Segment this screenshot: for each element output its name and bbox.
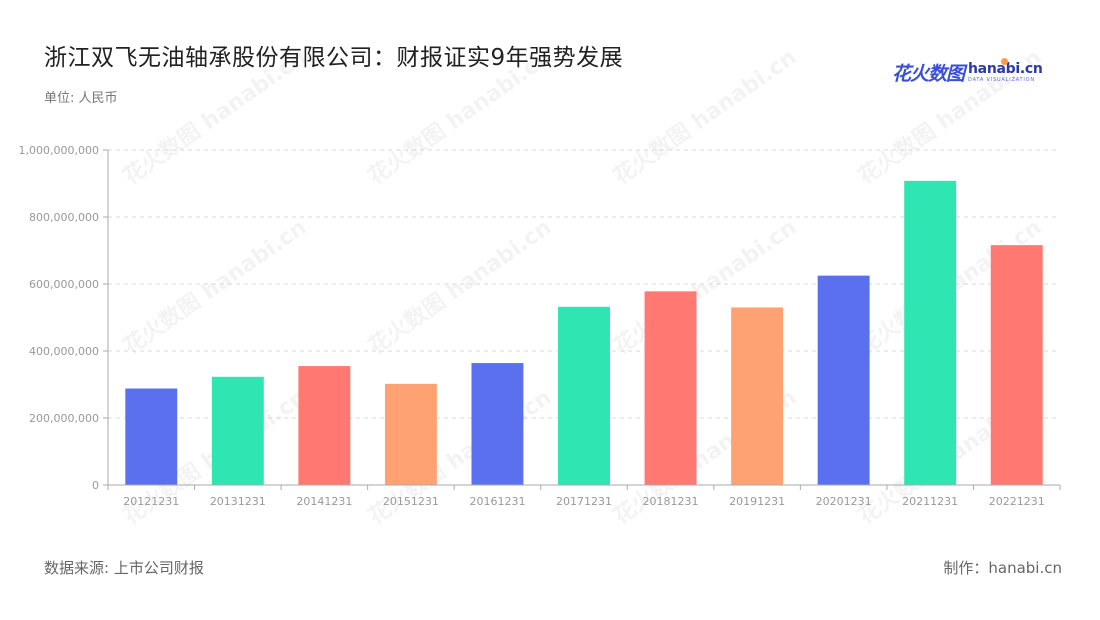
bar-20131231 — [211, 376, 264, 485]
logo-cn-text: 花火数图 — [892, 62, 965, 85]
bar-20181231 — [644, 291, 697, 485]
bar-20121231 — [125, 388, 178, 485]
logo-en-text: hanabi.cn — [968, 60, 1043, 77]
watermark-text: 花火数图 hanabi.cn — [854, 44, 1047, 190]
y-tick-label: 1,000,000,000 — [19, 144, 99, 157]
bar-20171231 — [558, 306, 610, 485]
bar-20151231 — [384, 383, 437, 485]
x-tick-label: 20131231 — [210, 495, 266, 508]
x-tick-label: 20221231 — [989, 495, 1045, 508]
y-tick-label: 600,000,000 — [29, 278, 99, 291]
x-tick-label: 20181231 — [643, 495, 699, 508]
x-tick-label: 20211231 — [902, 495, 958, 508]
bar-20191231 — [731, 307, 784, 485]
x-tick-label: 20161231 — [469, 495, 525, 508]
brand-logo: 花火数图 hanabi.cn DATA VISUALIZATION — [892, 58, 1043, 86]
chart-title: 浙江双飞无油轴承股份有限公司：财报证实9年强势发展 — [44, 45, 624, 71]
watermark-text: 花火数图 hanabi.cn — [119, 214, 312, 360]
watermark-text: 花火数图 hanabi.cn — [119, 44, 312, 190]
x-tick-label: 20141231 — [296, 495, 352, 508]
logo-spark-icon — [1001, 58, 1008, 65]
watermark-text: 花火数图 hanabi.cn — [364, 214, 557, 360]
credit: 制作：hanabi.cn — [943, 559, 1062, 577]
x-tick-label: 20191231 — [729, 495, 785, 508]
x-tick-label: 20151231 — [383, 495, 439, 508]
bar-20221231 — [990, 245, 1043, 485]
y-tick-label: 400,000,000 — [29, 345, 99, 358]
watermark-text: 花火数图 hanabi.cn — [364, 44, 557, 190]
y-tick-label: 800,000,000 — [29, 211, 99, 224]
unit-label: 单位: 人民币 — [44, 91, 118, 106]
logo-en-block: hanabi.cn DATA VISUALIZATION — [968, 62, 1043, 83]
bar-20141231 — [298, 366, 351, 485]
y-tick-label: 0 — [92, 479, 99, 492]
bar-20211231 — [904, 180, 957, 485]
watermark-text: 花火数图 hanabi.cn — [609, 44, 802, 190]
y-tick-label: 200,000,000 — [29, 412, 99, 425]
x-tick-label: 20201231 — [816, 495, 872, 508]
bar-20201231 — [817, 275, 870, 485]
x-tick-label: 20121231 — [123, 495, 179, 508]
data-source: 数据来源: 上市公司财报 — [44, 559, 204, 577]
logo-en-subtext: DATA VISUALIZATION — [968, 76, 1035, 83]
x-tick-label: 20171231 — [556, 495, 612, 508]
bar-20161231 — [471, 363, 524, 485]
